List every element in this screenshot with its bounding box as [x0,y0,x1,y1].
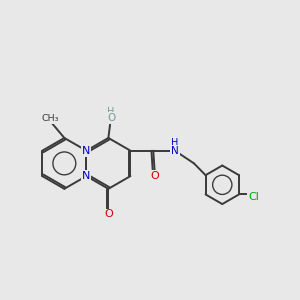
Text: N: N [171,146,179,156]
Text: O: O [104,209,113,219]
Text: CH₃: CH₃ [42,114,59,123]
Text: O: O [150,171,159,181]
Text: H: H [107,106,115,116]
Text: O: O [107,113,115,123]
Text: H: H [171,138,178,148]
Text: Cl: Cl [248,192,259,202]
Text: N: N [82,146,91,156]
Text: N: N [82,171,91,181]
